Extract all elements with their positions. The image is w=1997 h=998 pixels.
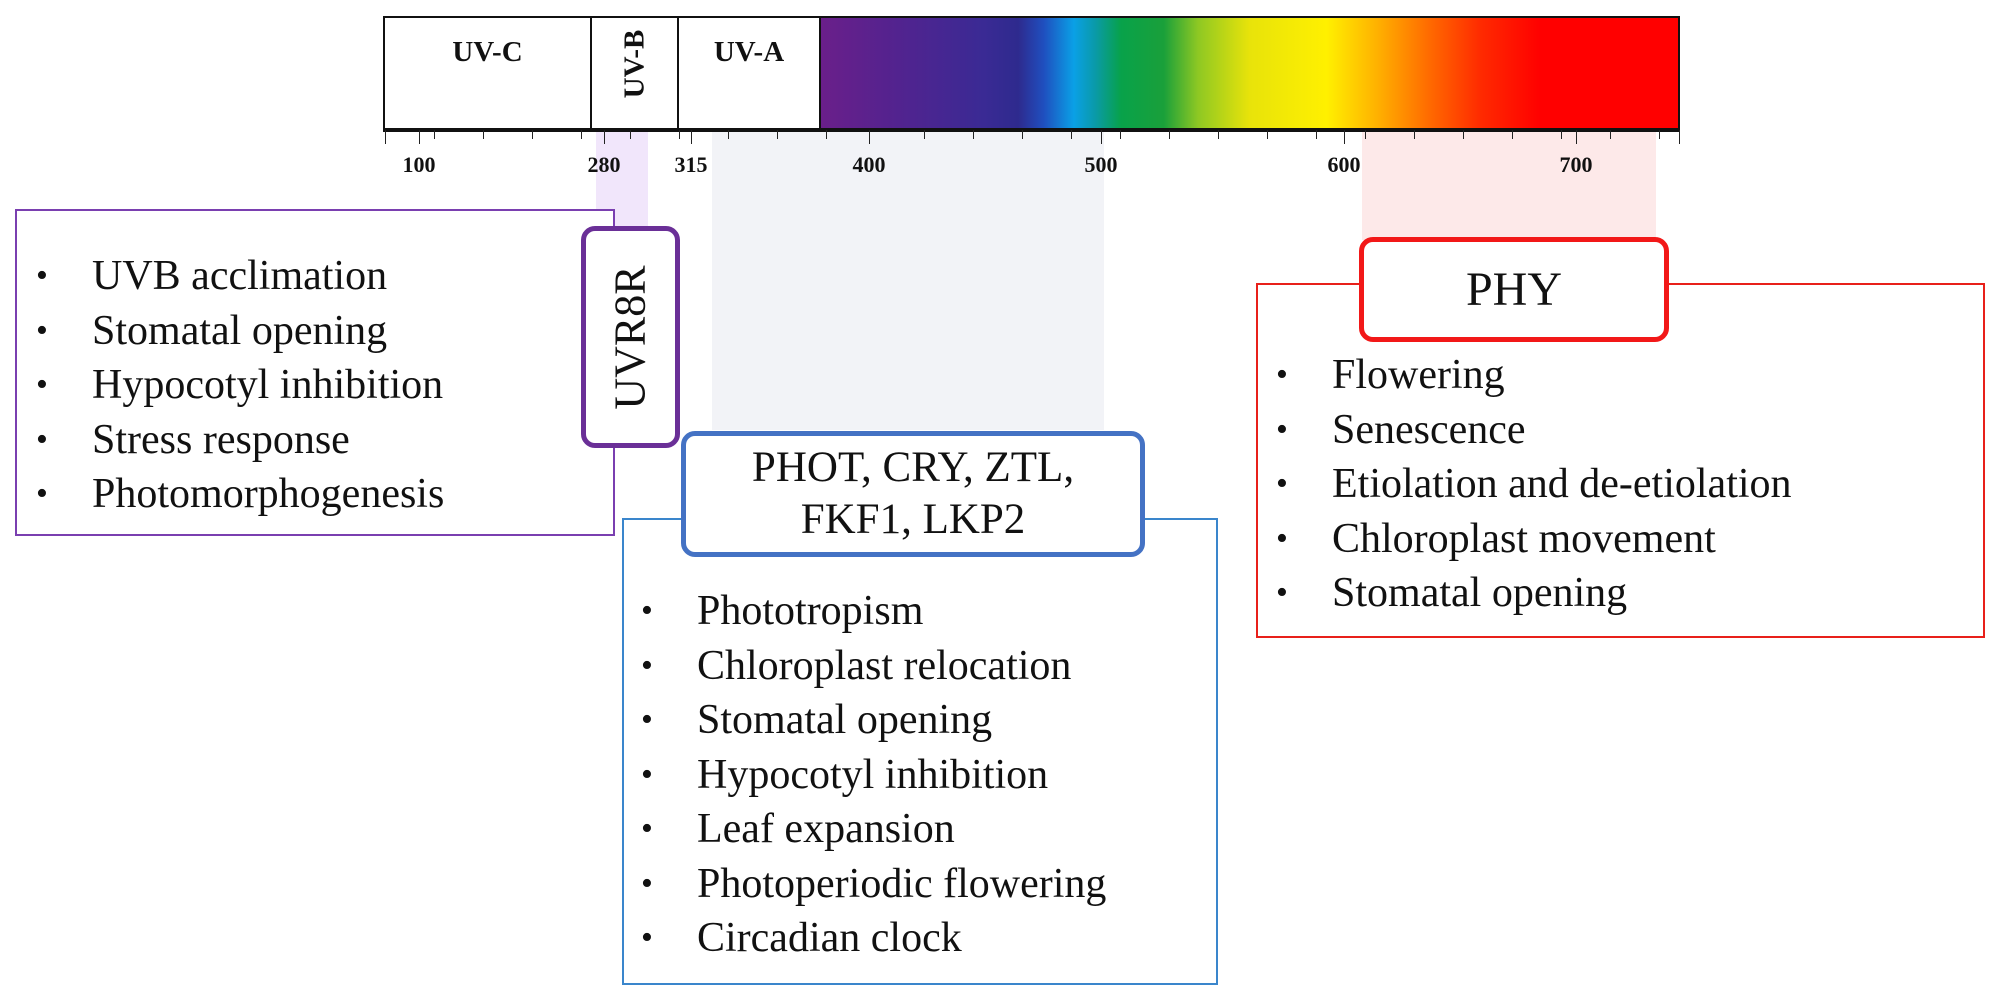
axis-label-500: 500 xyxy=(1084,152,1118,177)
blue-title-line-2: FKF1, LKP2 xyxy=(800,496,1026,543)
axis-minor-tick xyxy=(483,130,484,139)
phy-title: PHY xyxy=(1465,263,1563,316)
axis-minor-tick xyxy=(1120,130,1121,139)
axis-label-280: 280 xyxy=(587,152,621,177)
uvr8-photoreceptor-header: UVR8R xyxy=(581,226,680,448)
axis-major-tick xyxy=(1101,130,1102,144)
axis-minor-tick xyxy=(1022,130,1023,139)
axis-minor-tick xyxy=(1561,130,1562,139)
red-light-absorption-band xyxy=(1362,130,1656,240)
axis-minor-tick xyxy=(1659,130,1660,139)
uv-a-segment: UV-A xyxy=(679,18,821,128)
uv-a-label: UV-A xyxy=(713,36,785,68)
list-item: Phototropism xyxy=(641,584,1106,639)
axis-minor-tick xyxy=(728,130,729,139)
axis-label-100: 100 xyxy=(402,152,436,177)
phytochrome-response-list: Flowering Senescence Etiolation and de-e… xyxy=(1276,348,1792,621)
list-item: Stress response xyxy=(36,413,444,468)
list-item: Flowering xyxy=(1276,348,1792,403)
axis-major-tick xyxy=(385,130,386,144)
axis-minor-tick xyxy=(581,130,582,139)
axis-minor-tick xyxy=(679,130,680,139)
axis-label-700: 700 xyxy=(1559,152,1593,177)
blue-title-line-1: PHOT, CRY, ZTL, xyxy=(751,444,1075,491)
list-item: Senescence xyxy=(1276,403,1792,458)
list-item: Etiolation and de-etiolation xyxy=(1276,457,1791,512)
list-item: Leaf expansion xyxy=(641,802,1106,857)
light-spectrum-bar: UV-C UV-B UV-A xyxy=(383,16,1680,130)
axis-minor-tick xyxy=(1316,130,1317,139)
axis-minor-tick xyxy=(434,130,435,139)
blue-photoreceptor-header: PHOT, CRY, ZTL, FKF1, LKP2 xyxy=(681,431,1145,557)
blue-photoreceptor-response-list: Phototropism Chloroplast relocation Stom… xyxy=(641,584,1106,966)
list-item: Stomatal opening xyxy=(1276,566,1792,621)
axis-minor-tick xyxy=(777,130,778,139)
list-item: Chloroplast relocation xyxy=(641,639,1106,694)
list-item: Stomatal opening xyxy=(641,693,1106,748)
axis-minor-tick xyxy=(1169,130,1170,139)
uv-c-segment: UV-C xyxy=(385,18,592,128)
axis-minor-tick xyxy=(1267,130,1268,139)
axis-minor-tick xyxy=(1365,130,1366,139)
axis-minor-tick xyxy=(630,130,631,139)
axis-minor-tick xyxy=(1218,130,1219,139)
axis-label-315: 315 xyxy=(674,152,708,177)
axis-major-tick xyxy=(1344,130,1345,144)
visible-light-gradient xyxy=(821,18,1678,128)
wavelength-axis: 100 280 315 400 500 600 700 xyxy=(383,130,1680,177)
uv-c-label: UV-C xyxy=(452,36,523,68)
list-item: Hypocotyl inhibition xyxy=(641,748,1106,803)
list-item: UVB acclimation xyxy=(36,249,444,304)
uvr8-response-list: UVB acclimation Stomatal opening Hypocot… xyxy=(36,249,444,522)
phytochrome-header: PHY xyxy=(1359,237,1669,342)
axis-label-400: 400 xyxy=(852,152,886,177)
axis-minor-tick xyxy=(1071,130,1072,139)
list-item: Chloroplast movement xyxy=(1276,512,1792,567)
blue-light-absorption-band xyxy=(712,130,1104,430)
list-item: Circadian clock xyxy=(641,911,1106,966)
axis-minor-tick xyxy=(1512,130,1513,139)
axis-major-tick xyxy=(1679,130,1680,144)
uvr8-title: UVR8R xyxy=(606,264,655,410)
axis-major-tick xyxy=(869,130,870,144)
list-item: Photomorphogenesis xyxy=(36,467,444,522)
axis-line xyxy=(383,130,1680,132)
axis-minor-tick xyxy=(1610,130,1611,139)
axis-major-tick xyxy=(604,130,605,144)
axis-minor-tick xyxy=(826,130,827,139)
axis-major-tick xyxy=(419,130,420,144)
list-item: Stomatal opening xyxy=(36,304,444,359)
uv-b-segment: UV-B xyxy=(592,18,679,128)
list-item: Photoperiodic flowering xyxy=(641,857,1106,912)
axis-minor-tick xyxy=(973,130,974,139)
axis-label-600: 600 xyxy=(1327,152,1361,177)
axis-major-tick xyxy=(691,130,692,144)
axis-minor-tick xyxy=(1463,130,1464,139)
axis-minor-tick xyxy=(924,130,925,139)
list-item: Hypocotyl inhibition xyxy=(36,358,444,413)
axis-minor-tick xyxy=(1414,130,1415,139)
axis-minor-tick xyxy=(532,130,533,139)
axis-major-tick xyxy=(1576,130,1577,144)
uv-b-label: UV-B xyxy=(618,29,650,99)
